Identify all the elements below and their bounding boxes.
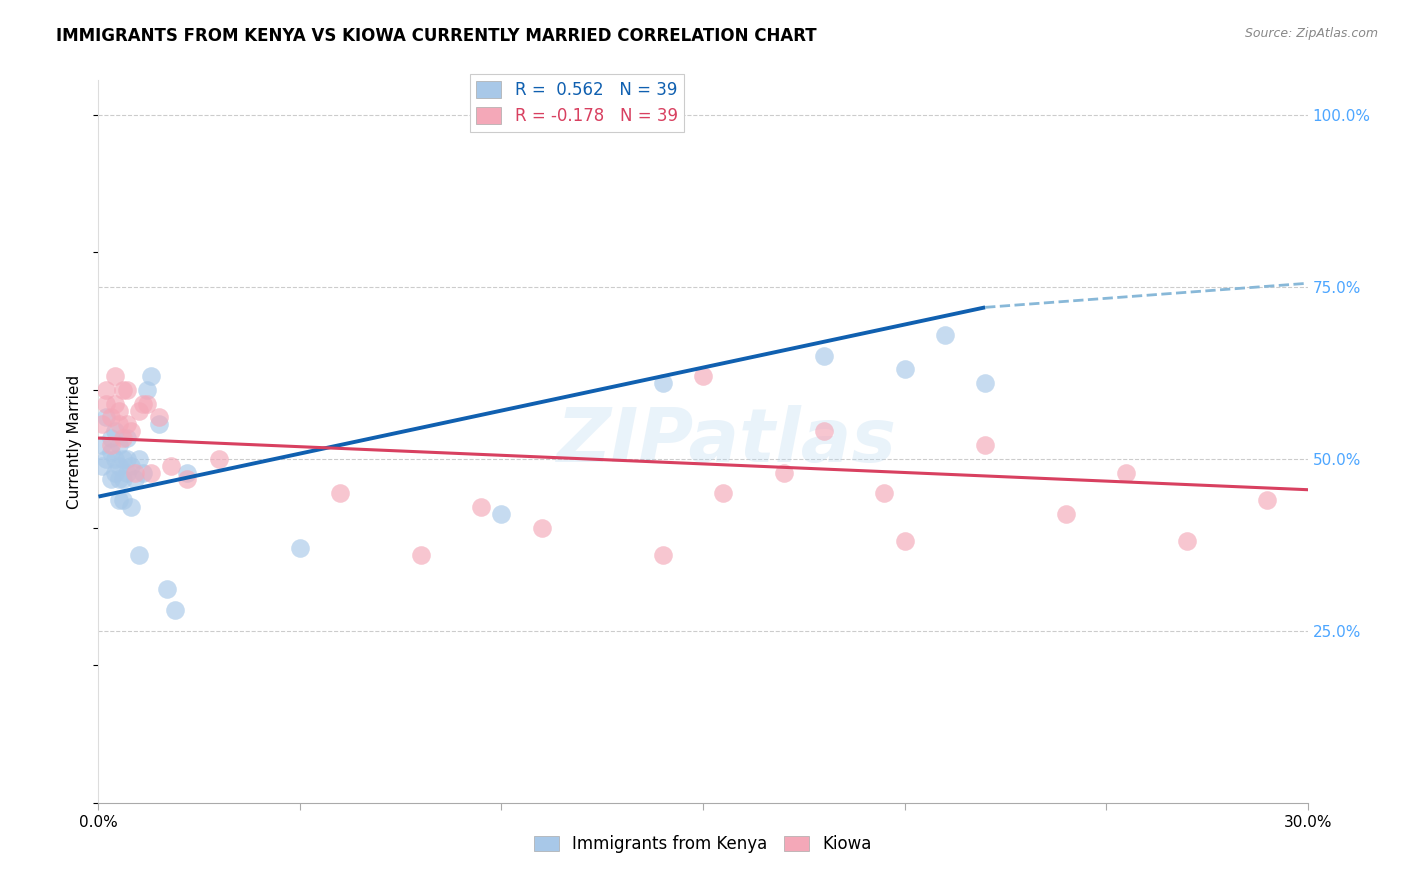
- Point: [132, 397, 155, 411]
- Point: [1054, 507, 1077, 521]
- Point: [91, 417, 114, 432]
- Point: [124, 466, 146, 480]
- Point: [491, 507, 513, 521]
- Point: [103, 424, 125, 438]
- Point: [100, 438, 122, 452]
- Point: [120, 500, 142, 514]
- Point: [651, 548, 673, 562]
- Point: [115, 417, 138, 432]
- Point: [176, 466, 198, 480]
- Point: [530, 520, 553, 534]
- Point: [651, 376, 673, 390]
- Point: [974, 376, 997, 390]
- Point: [329, 486, 352, 500]
- Point: [107, 472, 129, 486]
- Legend: Immigrants from Kenya, Kiowa: Immigrants from Kenya, Kiowa: [527, 828, 879, 860]
- Point: [409, 548, 432, 562]
- Point: [974, 438, 997, 452]
- Point: [208, 451, 231, 466]
- Point: [100, 431, 122, 445]
- Point: [107, 493, 129, 508]
- Point: [1115, 466, 1137, 480]
- Point: [115, 431, 138, 445]
- Point: [96, 451, 118, 466]
- Point: [120, 458, 142, 473]
- Point: [103, 369, 125, 384]
- Point: [111, 451, 134, 466]
- Point: [470, 500, 492, 514]
- Point: [124, 472, 146, 486]
- Point: [160, 458, 183, 473]
- Point: [100, 445, 122, 459]
- Point: [163, 603, 186, 617]
- Point: [103, 451, 125, 466]
- Point: [120, 424, 142, 438]
- Y-axis label: Currently Married: Currently Married: [67, 375, 83, 508]
- Point: [128, 451, 150, 466]
- Point: [893, 362, 915, 376]
- Point: [91, 438, 114, 452]
- Point: [111, 431, 134, 445]
- Point: [148, 417, 170, 432]
- Point: [96, 397, 118, 411]
- Point: [692, 369, 714, 384]
- Point: [128, 548, 150, 562]
- Point: [103, 397, 125, 411]
- Point: [111, 383, 134, 397]
- Point: [111, 472, 134, 486]
- Point: [139, 466, 162, 480]
- Point: [1256, 493, 1278, 508]
- Point: [813, 349, 835, 363]
- Text: Source: ZipAtlas.com: Source: ZipAtlas.com: [1244, 27, 1378, 40]
- Point: [107, 458, 129, 473]
- Point: [772, 466, 794, 480]
- Point: [91, 458, 114, 473]
- Point: [100, 410, 122, 425]
- Point: [176, 472, 198, 486]
- Point: [934, 327, 956, 342]
- Point: [813, 424, 835, 438]
- Point: [96, 410, 118, 425]
- Text: IMMIGRANTS FROM KENYA VS KIOWA CURRENTLY MARRIED CORRELATION CHART: IMMIGRANTS FROM KENYA VS KIOWA CURRENTLY…: [56, 27, 817, 45]
- Point: [135, 383, 157, 397]
- Point: [132, 466, 155, 480]
- Point: [1175, 534, 1198, 549]
- Point: [103, 466, 125, 480]
- Point: [96, 383, 118, 397]
- Point: [107, 438, 129, 452]
- Point: [100, 472, 122, 486]
- Point: [893, 534, 915, 549]
- Point: [711, 486, 734, 500]
- Point: [107, 403, 129, 417]
- Point: [148, 410, 170, 425]
- Point: [873, 486, 896, 500]
- Point: [288, 541, 311, 556]
- Text: ZIPatlas: ZIPatlas: [557, 405, 897, 478]
- Point: [115, 466, 138, 480]
- Point: [111, 493, 134, 508]
- Point: [156, 582, 179, 597]
- Point: [135, 397, 157, 411]
- Point: [107, 417, 129, 432]
- Point: [139, 369, 162, 384]
- Point: [115, 383, 138, 397]
- Point: [115, 451, 138, 466]
- Point: [128, 403, 150, 417]
